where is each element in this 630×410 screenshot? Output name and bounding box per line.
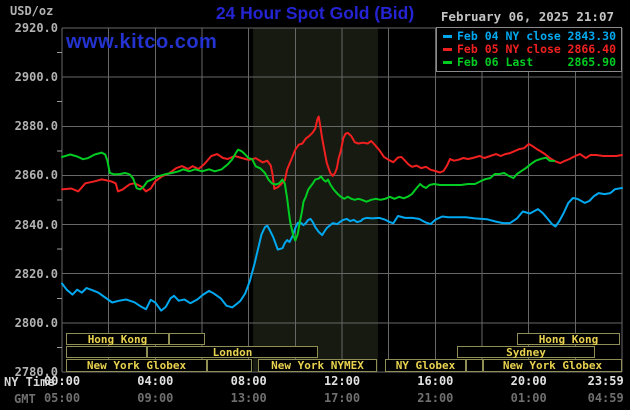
legend-box: Feb 04 NY close 2843.30 Feb 05 NY close 286… bbox=[436, 27, 622, 72]
legend-label: Feb 04 NY close bbox=[457, 29, 561, 43]
legend-row: Feb 04 NY close 2843.30 bbox=[443, 30, 616, 43]
x-axis-label-gmt: 01:00 bbox=[510, 391, 547, 405]
x-axis-label-gmt: 09:00 bbox=[137, 391, 174, 405]
chart-title: 24 Hour Spot Gold (Bid) bbox=[215, 3, 415, 23]
x-axis-label-ny: 16:00 bbox=[417, 374, 454, 388]
session-box-hong-kong: Hong Kong bbox=[517, 333, 620, 345]
price-line-feb06 bbox=[61, 148, 556, 242]
legend-value: 2865.90 bbox=[567, 55, 616, 69]
legend-key-dash bbox=[443, 48, 452, 51]
session-label: Sydney bbox=[506, 345, 546, 359]
legend-label: Feb 05 NY close bbox=[457, 42, 561, 56]
legend-value: 2843.30 bbox=[567, 29, 616, 43]
x-axis-label-gmt: 05:00 bbox=[43, 391, 81, 405]
session-box-empty bbox=[466, 359, 483, 372]
session-box-new-york-nymex: New York NYMEX bbox=[258, 359, 377, 372]
session-label: Hong Kong bbox=[538, 332, 599, 346]
x-axis-secondary-name: GMT bbox=[14, 392, 36, 406]
session-box-new-york-globex: New York Globex bbox=[483, 359, 622, 372]
session-box-new-york-globex: New York Globex bbox=[66, 359, 207, 372]
y-axis-label: 2800.0 bbox=[14, 315, 58, 330]
y-axis-label: 2920.0 bbox=[14, 21, 58, 35]
legend-value: 2866.40 bbox=[567, 42, 616, 56]
y-axis-label: 2900.0 bbox=[14, 70, 58, 85]
y-axis-label: 2780.0 bbox=[14, 365, 58, 379]
session-box-ny-globex: NY Globex bbox=[385, 359, 466, 372]
price-line-feb04 bbox=[61, 187, 623, 312]
x-axis-label-ny: 04:00 bbox=[137, 374, 174, 388]
legend-key-dash bbox=[443, 35, 452, 38]
chart-datetime: February 06, 2025 21:07 bbox=[440, 9, 614, 24]
price-line-feb05 bbox=[61, 115, 623, 193]
kitco-watermark-link[interactable]: www.kitco.com bbox=[66, 31, 218, 53]
session-box-empty bbox=[207, 359, 252, 372]
session-box-sydney: Sydney bbox=[457, 346, 595, 358]
x-axis-label-ny: 12:00 bbox=[323, 374, 361, 388]
session-label: NY Globex bbox=[395, 359, 456, 372]
session-label: New York Globex bbox=[502, 359, 603, 372]
legend-key-dash bbox=[443, 61, 452, 64]
x-axis-label-gmt: 21:00 bbox=[417, 391, 454, 405]
y-axis-unit-label: USD/oz bbox=[10, 4, 54, 18]
x-axis-label-gmt: 13:00 bbox=[230, 391, 267, 405]
legend-row: Feb 05 NY close 2866.40 bbox=[443, 43, 616, 56]
session-label: New York Globex bbox=[86, 359, 187, 372]
session-label: Hong Kong bbox=[87, 332, 148, 346]
session-label: New York NYMEX bbox=[271, 359, 364, 372]
legend-row: Feb 06 Last 2865.90 bbox=[443, 56, 616, 69]
session-box-hong-kong: Hong Kong bbox=[66, 333, 169, 345]
session-box-empty bbox=[66, 346, 147, 358]
session-label: London bbox=[212, 345, 253, 359]
y-axis-label: 2840.0 bbox=[14, 217, 58, 232]
x-axis-label-gmt: 17:00 bbox=[323, 391, 361, 405]
x-axis-label-ny: 23:59 bbox=[587, 374, 624, 388]
x-axis-label-ny: 00:00 bbox=[43, 374, 81, 388]
y-axis-label: 2860.0 bbox=[14, 168, 58, 183]
x-axis-label-ny: 20:00 bbox=[510, 374, 547, 388]
session-box-london: London bbox=[147, 346, 318, 358]
y-axis-label: 2820.0 bbox=[14, 266, 58, 281]
session-box-empty bbox=[169, 333, 205, 345]
y-axis-label: 2880.0 bbox=[14, 119, 58, 134]
legend-label: Feb 06 Last bbox=[457, 55, 534, 69]
x-axis-label-gmt: 04:59 bbox=[587, 391, 624, 405]
x-axis-primary-name: NY Time bbox=[4, 375, 55, 389]
x-axis-label-ny: 08:00 bbox=[230, 374, 267, 388]
